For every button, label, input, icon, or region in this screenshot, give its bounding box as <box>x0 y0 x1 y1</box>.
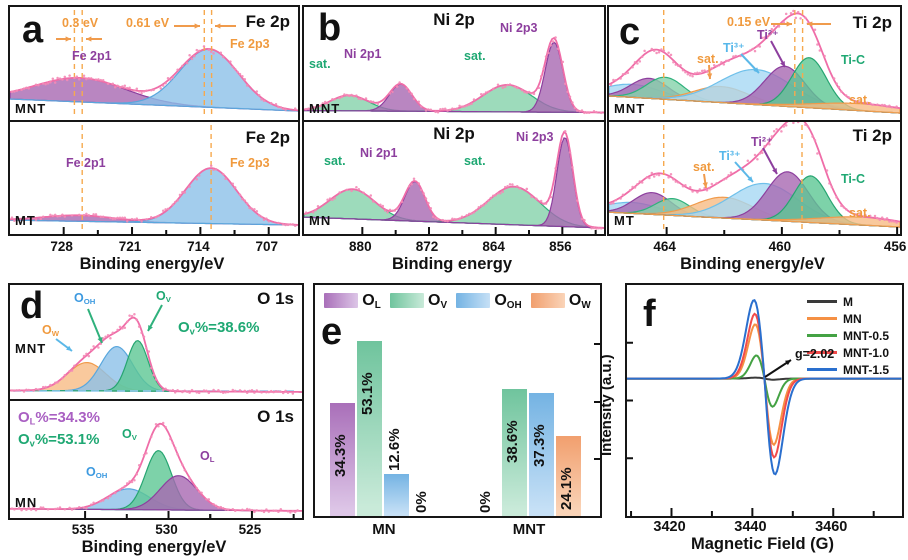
panel-a: a 0.3 eV 0.61 eV Fe 2p Fe 2p1 Fe 2p3 MNT… <box>8 5 300 236</box>
tick-label: 707 <box>255 239 278 254</box>
axis-c: 464 460 456 Binding energy/eV <box>607 239 906 274</box>
bar-legend: OL OV OOH OW <box>315 289 600 313</box>
xlabel-b: Binding energy <box>391 255 513 273</box>
legend-item-Ov: OV <box>390 291 448 311</box>
panel-f: f M MN MNT-0.5 MNT-1.0 MNT-1.5 g=2.02 <box>625 283 904 518</box>
bar-Ol-mn <box>330 403 355 516</box>
tick-label: 456 <box>883 239 907 254</box>
axis-tick <box>594 458 600 461</box>
tick-label: 464 <box>653 239 676 254</box>
group-labels-e: MN MNT <box>313 521 598 539</box>
spectrum-fe2p-mnt <box>10 10 298 118</box>
axis-d: 535 530 525 Binding energy/eV <box>8 522 300 557</box>
tick-label: 3440 <box>734 519 767 535</box>
group-label-mnt: MNT <box>512 521 546 538</box>
panel-c: c 0.15 eV Ti 2p Ti²⁺ Ti³⁺ sat. Ti-C sat.… <box>607 5 902 236</box>
tick-label: 856 <box>549 239 572 254</box>
axis-e: MN MNT <box>313 521 598 539</box>
legend-swatch <box>324 293 359 309</box>
legend-item-Ol: OL <box>324 291 381 311</box>
legend-label: OL <box>362 291 381 311</box>
xlabel-d: Binding energy/eV <box>81 538 227 556</box>
tick-label: 3460 <box>815 519 848 535</box>
bar-value-label: 37.3% <box>531 424 548 467</box>
tick-label: 872 <box>415 239 439 254</box>
tick-label: 721 <box>118 239 142 254</box>
bar-Ov-mnt <box>502 389 527 516</box>
tick-label: 864 <box>482 239 505 254</box>
bar-Ow-mnt <box>556 436 581 516</box>
legend-label: OV <box>428 291 448 311</box>
bar-Ooh-mn <box>384 474 409 516</box>
spectrum-o1s-mn <box>10 421 302 518</box>
bar-chart-area: 34.3% 0% 53.1% 38.6% 12.6% 37.3% 0% 24.1% <box>315 285 600 516</box>
tick-label: 880 <box>349 239 372 254</box>
legend-item-Ooh: OOH <box>456 291 522 311</box>
panel-e: OL OV OOH OW e 34.3% 0% 53.1% 38.6% 12.6% 37.3% 0… <box>313 283 602 518</box>
tick-labels-b: 880 872 864 856 <box>302 239 602 254</box>
axis-a: 728 721 714 707 Binding energy/eV <box>8 239 296 274</box>
spectrum-ni2p-mnt <box>304 36 604 115</box>
legend-swatch <box>530 293 565 309</box>
legend-item-Ow: OW <box>530 291 591 311</box>
legend-label: OOH <box>494 291 522 311</box>
tick-labels-f: 3420 3440 3460 <box>625 519 900 535</box>
group-label-mn: MN <box>372 521 396 538</box>
axis-f: 3420 3440 3460 Magnetic Field (G) <box>625 519 900 554</box>
tick-label: 525 <box>238 522 262 537</box>
spectrum-o1s-mnt <box>10 304 302 395</box>
panel-d: d OOH OV OW Ov%=38.6% O 1s MNT OL%=34.3%… <box>8 283 304 520</box>
tick-label: 728 <box>50 239 73 254</box>
tick-label: 535 <box>71 522 95 537</box>
xlabel-a: Binding energy/eV <box>79 255 225 273</box>
spectrum-fe2p-mt <box>10 125 298 234</box>
axis-tick <box>594 342 600 345</box>
spectrum-ni2p-mn <box>304 129 604 234</box>
epr-plot <box>627 298 902 516</box>
bar-value-label: 34.3% <box>332 434 349 477</box>
axis-b: 880 872 864 856 Binding energy <box>302 239 602 274</box>
tick-labels-d: 535 530 525 <box>8 522 300 537</box>
tick-label: 460 <box>768 239 792 254</box>
tick-label: 530 <box>155 522 178 537</box>
bar-value-label: 24.1% <box>558 467 575 511</box>
spectrum-ti2p-mt <box>609 122 900 234</box>
legend-swatch <box>456 293 491 309</box>
ylabel-f: Intensity (a.u.) <box>598 354 615 456</box>
bar-value-label: 38.6% <box>504 420 521 463</box>
bar-Ov-mn <box>357 341 382 516</box>
xlabel-c: Binding energy/eV <box>680 255 825 273</box>
bar-value-label: 0% <box>413 491 430 513</box>
panel-b: b Ni 2p sat. Ni 2p1 sat. Ni 2p3 MNT Ni 2… <box>302 5 606 236</box>
legend-swatch <box>390 293 425 309</box>
legend-label: OW <box>568 291 591 311</box>
bar-Ooh-mnt <box>529 393 554 516</box>
bar-value-label: 53.1% <box>359 372 376 415</box>
bar-value-label: 12.6% <box>386 428 403 472</box>
axis-tick <box>594 400 600 403</box>
bar-value-label: 0% <box>477 491 494 513</box>
tick-label: 3420 <box>653 519 686 535</box>
tick-labels-a: 728 721 714 707 <box>8 239 296 254</box>
spectrum-ti2p-mnt <box>609 9 900 118</box>
xlabel-f: Magnetic Field (G) <box>690 535 834 553</box>
panel-letter-e: e <box>321 311 343 353</box>
tick-labels-c: 464 460 456 <box>607 239 906 254</box>
tick-label: 714 <box>187 239 210 254</box>
